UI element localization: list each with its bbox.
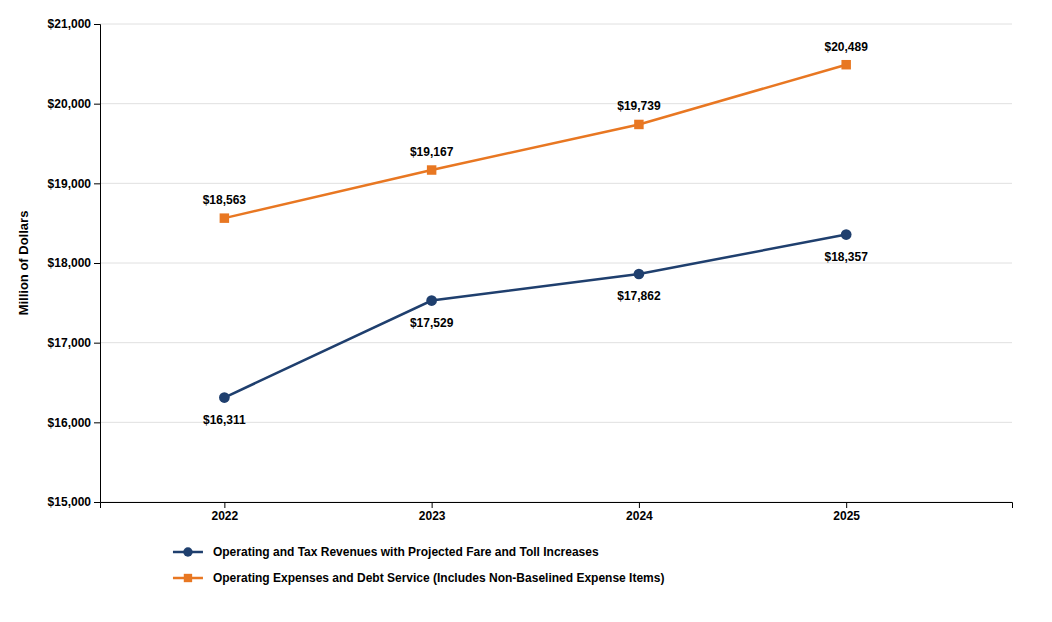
tick-mark: [94, 24, 100, 25]
marker: [634, 120, 643, 129]
tick: $20,000: [48, 97, 100, 111]
tick-mark: [224, 502, 225, 508]
tick: 2024: [626, 502, 653, 523]
tick: $17,000: [48, 336, 100, 350]
data-label: $20,489: [824, 40, 868, 54]
tick: 2023: [419, 502, 446, 523]
tick-label: $16,000: [48, 416, 92, 430]
data-label: $18,563: [203, 193, 247, 207]
axis-line: [101, 503, 1013, 509]
grid-line: [100, 263, 1012, 264]
tick-label: $20,000: [48, 97, 92, 111]
tick: 2022: [212, 502, 239, 523]
legend-label: Operating and Tax Revenues with Projecte…: [213, 545, 599, 559]
plot: $15,000 $16,000 $17,000 $18,000 $19,000 $20,0…: [16, 17, 1013, 585]
tick-mark: [94, 104, 100, 105]
data-label: $17,529: [410, 316, 454, 330]
line: [224, 235, 846, 398]
tick-mark: [94, 183, 100, 184]
tick-mark: [639, 502, 640, 508]
marker: [841, 229, 852, 240]
tick: $19,000: [48, 177, 100, 191]
tick-mark: [94, 263, 100, 264]
marker: [219, 392, 230, 403]
grid-line: [100, 24, 1012, 25]
marker: [426, 295, 437, 306]
y-axis-title: Million of Dollars: [16, 211, 31, 316]
grid-line: [100, 342, 1012, 343]
tick: $21,000: [48, 17, 100, 31]
legend-marker: [183, 547, 192, 556]
data-label: $19,739: [617, 99, 661, 113]
tick: $18,000: [48, 256, 100, 270]
data-label: $18,357: [824, 250, 868, 264]
tick-label: 2025: [833, 509, 860, 523]
tick-mark: [94, 422, 100, 423]
data-label: $17,862: [617, 289, 661, 303]
tick: 2025: [833, 502, 860, 523]
grid-line: [100, 183, 1012, 184]
legend: Operating and Tax Revenues with Projecte…: [173, 545, 664, 585]
legend-label: Operating Expenses and Debt Service (Inc…: [213, 571, 664, 585]
grid-line: [100, 103, 1012, 104]
tick-label: $21,000: [48, 17, 92, 31]
line: [224, 65, 846, 218]
y-axis: $15,000 $16,000 $17,000 $18,000 $19,000 $20,0…: [48, 17, 101, 509]
data-labels: $16,311 $17,529 $17,862 $18,357 $18,563 $19,1…: [203, 40, 869, 427]
marker: [634, 269, 645, 280]
marker: [427, 165, 436, 174]
marker: [220, 213, 229, 222]
data-label: $19,167: [410, 145, 454, 159]
tick-mark: [432, 502, 433, 508]
x-axis: 2022 2023 2024 2025: [101, 502, 1013, 523]
tick-label: 2023: [419, 509, 446, 523]
tick-mark: [94, 343, 100, 344]
legend-item: Operating and Tax Revenues with Projecte…: [173, 545, 599, 559]
tick-label: $18,000: [48, 256, 92, 270]
legend-item: Operating Expenses and Debt Service (Inc…: [173, 571, 664, 585]
marks: [219, 60, 852, 403]
tick: $16,000: [48, 416, 100, 430]
tick-mark: [94, 502, 100, 503]
legend-marker: [184, 574, 192, 582]
tick-label: $15,000: [48, 495, 92, 509]
grid: [100, 24, 1012, 502]
tick-mark: [846, 502, 847, 508]
tick-label: $19,000: [48, 177, 92, 191]
marker: [841, 60, 850, 69]
tick: $15,000: [48, 495, 100, 509]
axis-line: [94, 25, 101, 503]
tick-label: 2024: [626, 509, 653, 523]
chart: $15,000 $16,000 $17,000 $18,000 $19,000 $20,0…: [0, 0, 1052, 622]
data-label: $16,311: [203, 413, 246, 427]
tick-label: $17,000: [48, 336, 92, 350]
tick-label: 2022: [212, 509, 239, 523]
